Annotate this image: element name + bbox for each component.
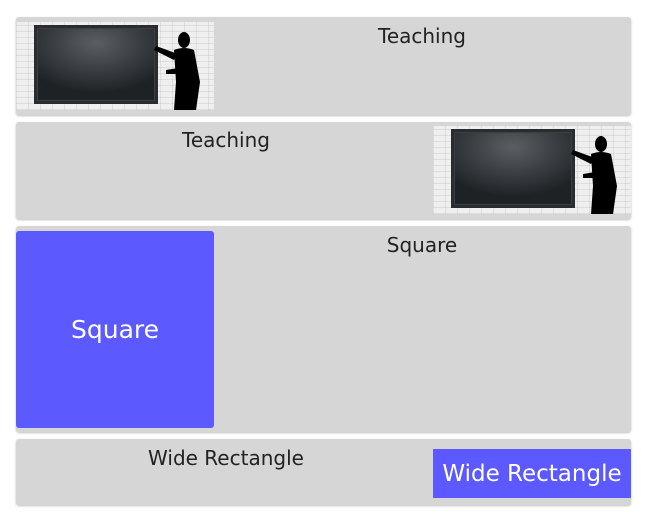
teaching-card-2[interactable]: Teaching — [16, 122, 631, 219]
teaching-image — [433, 126, 631, 214]
wide-tile-label: Wide Rectangle — [442, 460, 622, 487]
teaching-card-1[interactable]: Teaching — [16, 17, 631, 115]
wide-rectangle-card[interactable]: Wide Rectangle Wide Rectangle — [16, 439, 631, 505]
card-title: Wide Rectangle — [148, 446, 304, 470]
teaching-image — [16, 22, 214, 110]
wide-rectangle-tile: Wide Rectangle — [433, 449, 631, 498]
square-card[interactable]: Square Square — [16, 226, 631, 432]
square-tile: Square — [16, 231, 214, 428]
square-tile-label: Square — [70, 315, 159, 344]
card-title: Square — [386, 233, 458, 257]
card-title: Teaching — [182, 128, 270, 152]
card-title: Teaching — [378, 24, 466, 48]
